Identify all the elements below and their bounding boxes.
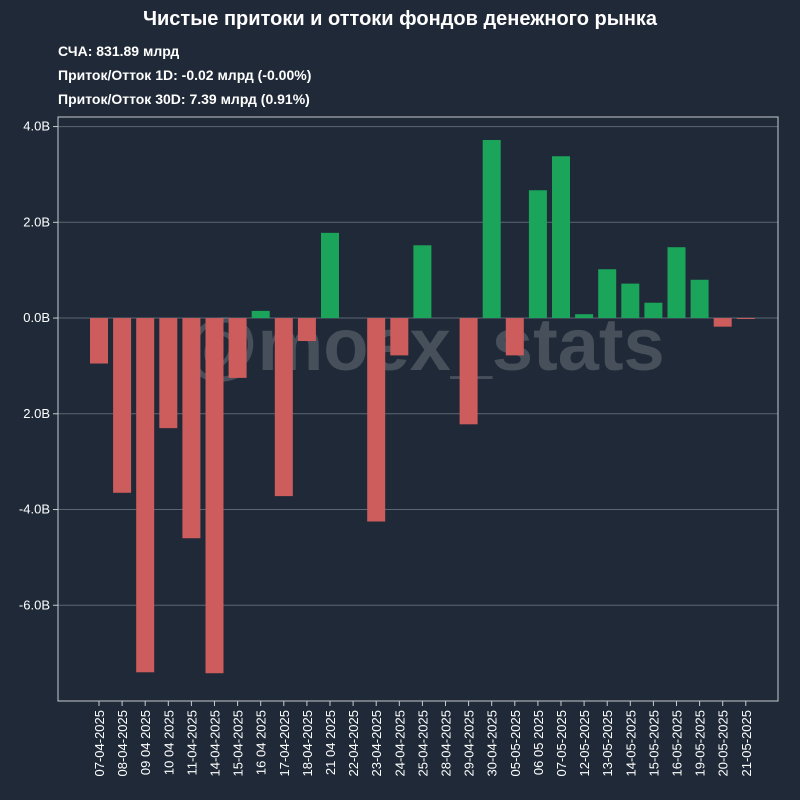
x-tick-label: 22-04-2025 — [346, 710, 361, 777]
y-tick-label: 2.0B — [23, 214, 50, 229]
x-tick-label: 16-05-2025 — [670, 710, 685, 777]
x-tick-label: 30-04-2025 — [485, 710, 500, 777]
x-tick-label: 06 05 2025 — [531, 710, 546, 775]
x-tick-label: 23-04-2025 — [369, 710, 384, 777]
x-tick-label: 05-05-2025 — [508, 710, 523, 777]
y-tick-label: -4.0B — [19, 502, 50, 517]
x-tick-label: 14-05-2025 — [623, 710, 638, 777]
x-tick-label: 24-04-2025 — [392, 710, 407, 777]
bar-29-04-2025 — [459, 318, 478, 425]
plot-frame — [57, 116, 779, 702]
x-tick-label: 19-05-2025 — [693, 710, 708, 777]
bars — [90, 139, 755, 674]
bar-13-05-2025 — [598, 269, 617, 319]
x-tick-label: 18-04-2025 — [300, 710, 315, 777]
bar-06 05 2025 — [528, 190, 547, 319]
bar-21 04 2025 — [321, 232, 339, 319]
x-tick-label: 14-04-2025 — [208, 710, 223, 777]
x-tick-label: 08-04-2025 — [115, 710, 130, 777]
bar-25-04-2025 — [413, 245, 432, 319]
bar-15-04-2025 — [228, 318, 247, 378]
flow-1d-stat: Приток/Отток 1D: -0.02 млрд (-0.00%) — [58, 67, 312, 83]
y-tick-label: 2.0B — [23, 406, 50, 421]
bar-16 04 2025 — [251, 310, 270, 319]
grid-lines — [58, 126, 778, 606]
bar-19-05-2025 — [690, 279, 709, 319]
x-tick-label: 28-04-2025 — [439, 710, 454, 777]
y-tick-label: 0.0B — [23, 310, 50, 325]
bar-30-04-2025 — [482, 139, 501, 319]
y-tick-label: -6.0B — [19, 597, 50, 612]
bar-16-05-2025 — [667, 247, 686, 319]
chart-title: Чистые притоки и оттоки фондов денежного… — [142, 8, 658, 30]
bar-24-04-2025 — [390, 318, 409, 356]
bar-07-05-2025 — [552, 156, 570, 319]
flow-30d-stat: Приток/Отток 30D: 7.39 млрд (0.91%) — [58, 91, 310, 107]
y-axis: 4.0B 2.0B 0.0B 2.0B -4.0B -6.0B — [19, 119, 58, 612]
bar-11-04-2025 — [182, 318, 201, 539]
bar-05-05-2025 — [505, 318, 524, 356]
x-tick-label: 12-05-2025 — [577, 710, 592, 777]
bar-23-04-2025 — [367, 318, 386, 522]
bar-14-05-2025 — [621, 283, 640, 319]
bar-07-04-2025 — [90, 318, 108, 364]
x-tick-label: 21 04 2025 — [323, 710, 338, 775]
x-tick-label: 10 04 2025 — [161, 710, 176, 775]
x-tick-label: 17-04-2025 — [277, 710, 292, 777]
bar-09 04 2025 — [136, 318, 155, 673]
bar-08-04-2025 — [113, 318, 132, 493]
x-tick-label: 21-05-2025 — [739, 710, 754, 777]
bar-10 04 2025 — [159, 318, 178, 429]
bar-17-04-2025 — [274, 318, 293, 497]
x-tick-label: 29-04-2025 — [462, 710, 477, 777]
x-tick-label: 20-05-2025 — [716, 710, 731, 777]
y-tick-label: 4.0B — [23, 119, 50, 134]
bar-20-05-2025 — [713, 318, 732, 327]
nav-stat: СЧА: 831.89 млрд — [58, 43, 180, 59]
x-tick-label: 25-04-2025 — [415, 710, 430, 777]
bar-15-05-2025 — [644, 302, 663, 319]
x-tick-label: 07-05-2025 — [554, 710, 569, 777]
x-tick-label: 15-05-2025 — [646, 710, 661, 777]
x-tick-label: 16 04 2025 — [254, 710, 269, 775]
x-tick-label: 07-04-2025 — [92, 710, 107, 777]
bar-12-05-2025 — [575, 314, 594, 319]
x-tick-label: 13-05-2025 — [600, 710, 615, 777]
bar-14-04-2025 — [205, 318, 224, 674]
bar-21-05-2025 — [736, 318, 755, 320]
x-tick-label: 15-04-2025 — [231, 710, 246, 777]
x-axis: 07-04-2025 08-04-2025 09 04 2025 10 04 2025… — [92, 701, 754, 777]
bar-18-04-2025 — [297, 318, 316, 342]
x-tick-label: 11-04-2025 — [184, 710, 199, 776]
x-tick-label: 09 04 2025 — [138, 710, 153, 775]
